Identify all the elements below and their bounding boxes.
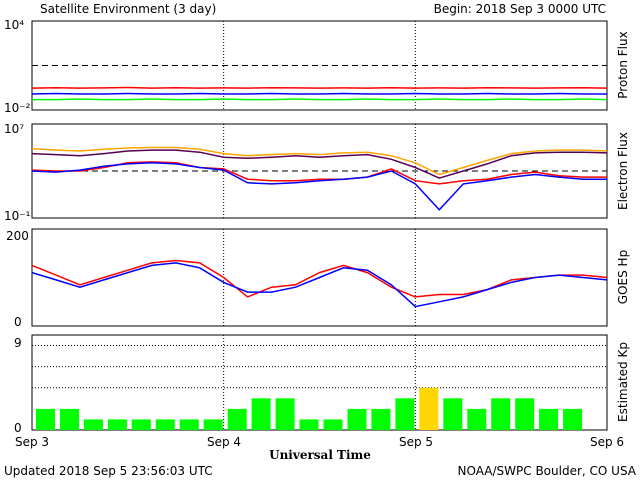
goes-hp-series — [31, 259, 608, 308]
kp-ylabel: Estimated Kp — [616, 342, 630, 422]
day-divider-lines — [223, 124, 416, 218]
proton-flux-series — [31, 86, 608, 101]
xtick-sep3: Sep 3 — [15, 435, 49, 449]
updated-timestamp: Updated 2018 Sep 5 23:56:03 UTC — [4, 464, 213, 478]
kp-bar — [155, 419, 175, 430]
kp-plot-frame — [31, 334, 608, 431]
kp-bar — [203, 419, 223, 430]
series-line-3 — [31, 162, 607, 211]
goes-hp-ylabel: GOES Hp — [616, 250, 630, 304]
electron-ytick-bottom: 10⁻¹ — [4, 209, 31, 223]
estimated-kp-panel: 9 0 Estimated Kp — [14, 334, 630, 435]
kp-bar — [347, 408, 367, 430]
proton-flux-panel: 10⁴ 10⁻² Proton Flux — [4, 18, 630, 115]
electron-flux-ylabel: Electron Flux — [616, 132, 630, 210]
kp-bar — [131, 419, 151, 430]
kp-bar — [60, 408, 79, 430]
x-axis-tick-labels: Sep 3 Sep 4 Sep 5 Sep 6 — [15, 435, 624, 449]
kp-ytick-bottom: 0 — [14, 421, 22, 435]
electron-flux-panel: 10⁷ 10⁻¹ Electron Flux — [4, 122, 630, 223]
kp-bar — [299, 419, 319, 430]
electron-flux-series — [31, 146, 608, 211]
kp-bar — [83, 419, 103, 430]
kp-bar — [515, 398, 535, 430]
proton-flux-plot-frame — [31, 20, 608, 111]
kp-bar — [395, 398, 415, 430]
kp-bar — [107, 419, 127, 430]
proton-ytick-bottom: 10⁻² — [4, 101, 31, 115]
goes-ytick-top: 200 — [6, 229, 29, 243]
series-line-0 — [31, 259, 608, 298]
kp-bar — [467, 408, 487, 430]
kp-bar — [251, 398, 271, 430]
figure-title: Satellite Environment (3 day) — [40, 2, 216, 16]
electron-ytick-top: 10⁷ — [4, 122, 24, 136]
kp-ytick-top: 9 — [14, 336, 22, 350]
xtick-sep6: Sep 6 — [590, 435, 624, 449]
kp-bar — [491, 398, 511, 430]
kp-bar — [36, 408, 55, 430]
begin-time: Begin: 2018 Sep 3 0000 UTC — [434, 2, 606, 16]
series-line-0 — [31, 146, 608, 176]
xtick-sep5: Sep 5 — [399, 435, 433, 449]
kp-bar — [179, 419, 199, 430]
kp-grid-lines — [32, 345, 607, 389]
proton-flux-ylabel: Proton Flux — [616, 31, 630, 98]
series-line-2 — [31, 161, 607, 185]
kp-bar — [227, 408, 247, 430]
series-line-1 — [31, 92, 607, 95]
kp-bar — [443, 398, 463, 430]
electron-flux-plot-frame — [31, 123, 608, 219]
kp-bar — [371, 408, 391, 430]
goes-ytick-bottom: 0 — [14, 315, 22, 329]
series-line-2 — [32, 98, 608, 101]
series-line-0 — [31, 86, 608, 89]
credit-text: NOAA/SWPC Boulder, CO USA — [458, 464, 637, 478]
day-divider-lines — [223, 335, 416, 430]
kp-bar — [323, 419, 343, 430]
series-line-1 — [31, 262, 608, 308]
kp-bars — [36, 387, 583, 430]
kp-bar — [275, 398, 295, 430]
series-line-1 — [31, 149, 608, 179]
goes-hp-panel: 200 0 GOES Hp — [6, 228, 630, 329]
xtick-sep4: Sep 4 — [207, 435, 241, 449]
x-axis-label: Universal Time — [269, 448, 371, 462]
kp-bar — [419, 387, 439, 430]
kp-bar — [539, 408, 559, 430]
kp-bar — [563, 408, 583, 430]
proton-ytick-top: 10⁴ — [4, 18, 24, 32]
